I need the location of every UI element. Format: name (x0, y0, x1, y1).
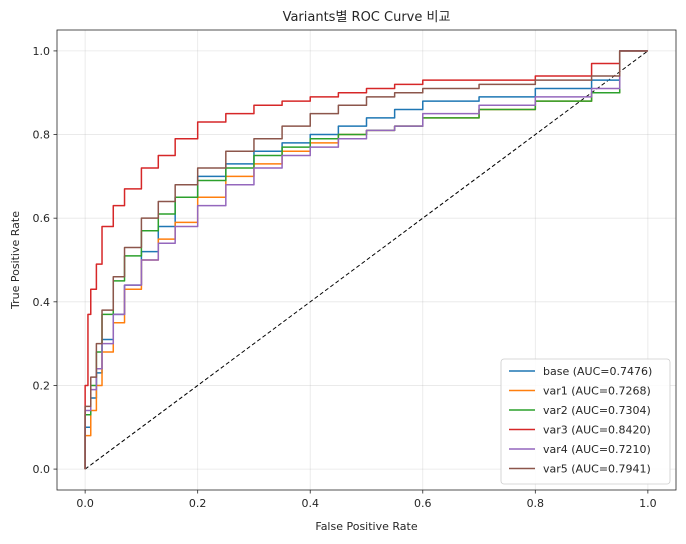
roc-line-3 (84, 50, 648, 470)
y-tick-label: 0.0 (33, 463, 51, 476)
legend-label: var2 (AUC=0.7304) (543, 404, 651, 417)
plot-border (56, 29, 677, 491)
y-axis-label: True Positive Rate (9, 211, 22, 310)
x-tick-label: 1.0 (639, 497, 657, 510)
y-tick-label: 0.2 (33, 379, 51, 392)
legend: base (AUC=0.7476) var1 (AUC=0.7268) var2 (… (500, 358, 671, 485)
x-tick-label: 0.8 (527, 497, 545, 510)
legend-label: var4 (AUC=0.7210) (543, 443, 651, 456)
x-tick-label: 0.0 (76, 497, 94, 510)
y-tick-label: 0.8 (33, 129, 51, 142)
y-tick-label: 1.0 (33, 45, 51, 58)
x-axis-label: False Positive Rate (315, 520, 417, 533)
x-tick-label: 0.4 (301, 497, 319, 510)
y-tick-label: 0.4 (33, 296, 51, 309)
legend-label: base (AUC=0.7476) (543, 365, 652, 378)
y-axis-ticks: 0.0 0.2 0.4 0.6 0.8 1.0 (33, 45, 57, 476)
roc-line-5 (84, 50, 648, 470)
chart-title: Variants별 ROC Curve 비교 (283, 10, 451, 25)
roc-series (84, 50, 648, 470)
x-tick-label: 0.2 (189, 497, 207, 510)
legend-label: var1 (AUC=0.7268) (543, 385, 651, 398)
y-tick-label: 0.6 (33, 212, 51, 225)
legend-box (500, 358, 671, 485)
x-tick-label: 0.6 (414, 497, 432, 510)
x-axis-ticks: 0.0 0.2 0.4 0.6 0.8 1.0 (76, 490, 657, 510)
roc-line-4 (84, 50, 648, 470)
legend-label: var5 (AUC=0.7941) (543, 463, 651, 476)
legend-label: var3 (AUC=0.8420) (543, 424, 651, 437)
